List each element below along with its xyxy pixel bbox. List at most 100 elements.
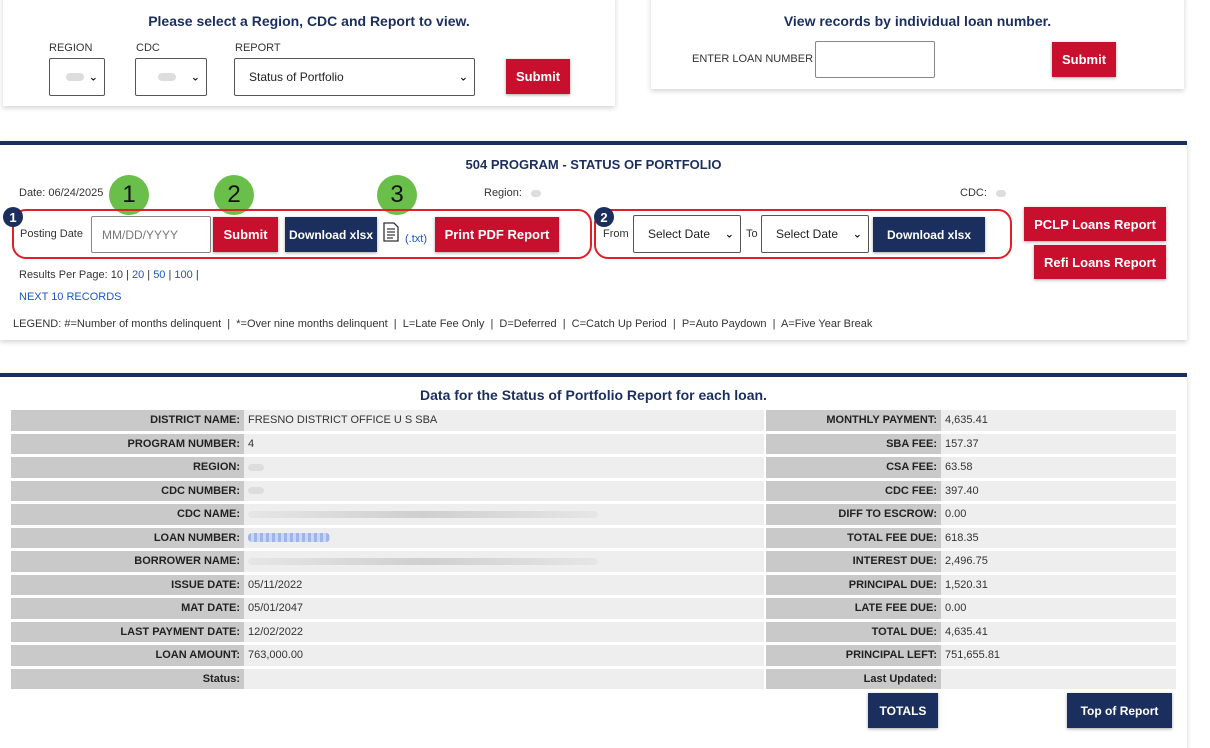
table-row: CDC FEE: 397.40 bbox=[766, 480, 1176, 501]
posting-submit-button[interactable]: Submit bbox=[213, 217, 278, 252]
row-value bbox=[244, 504, 764, 525]
table-row: LOAN AMOUNT: 763,000.00 bbox=[11, 645, 764, 666]
download-xlsx-range-button[interactable]: Download xlsx bbox=[873, 217, 985, 252]
results-option-50[interactable]: 50 bbox=[153, 269, 166, 281]
report-panel: 504 PROGRAM - STATUS OF PORTFOLIO Date: … bbox=[0, 141, 1187, 340]
results-per-page: Results Per Page: 10 | 20 | 50 | 100 | bbox=[19, 269, 199, 281]
download-xlsx-button[interactable]: Download xlsx bbox=[285, 217, 377, 252]
row-value: 763,000.00 bbox=[244, 645, 764, 666]
row-label: LOAN NUMBER: bbox=[11, 527, 244, 548]
report-label: REPORT bbox=[235, 42, 281, 54]
row-label: INTEREST DUE: bbox=[766, 551, 941, 572]
refi-loans-report-button[interactable]: Refi Loans Report bbox=[1034, 245, 1166, 279]
row-label: Status: bbox=[11, 668, 244, 689]
cdc-label: CDC bbox=[136, 42, 160, 54]
table-row: LOAN NUMBER: bbox=[11, 527, 764, 548]
right-data-table: MONTHLY PAYMENT: 4,635.41 SBA FEE: 157.37 CS… bbox=[766, 407, 1176, 692]
row-value bbox=[244, 668, 764, 689]
table-row: LAST PAYMENT DATE: 12/02/2022 bbox=[11, 621, 764, 642]
table-row: DISTRICT NAME: FRESNO DISTRICT OFFICE U S… bbox=[11, 410, 764, 431]
report-select[interactable]: Status of Portfolio ⌄ bbox=[234, 58, 475, 96]
to-date-select[interactable]: Select Date ⌄ bbox=[761, 215, 869, 253]
left-data-table: DISTRICT NAME: FRESNO DISTRICT OFFICE U S… bbox=[11, 407, 764, 692]
loan-panel-title: View records by individual loan number. bbox=[783, 13, 1052, 29]
table-row: DIFF TO ESCROW: 0.00 bbox=[766, 504, 1176, 525]
row-value: 397.40 bbox=[941, 480, 1176, 501]
cdc-value-redacted bbox=[158, 73, 176, 81]
row-value: 157.37 bbox=[941, 433, 1176, 454]
report-date: Date: 06/24/2025 bbox=[19, 187, 104, 199]
report-region-label: Region: bbox=[484, 187, 541, 199]
from-date-select[interactable]: Select Date ⌄ bbox=[633, 215, 741, 253]
row-label: TOTAL FEE DUE: bbox=[766, 527, 941, 548]
totals-button[interactable]: TOTALS bbox=[868, 693, 938, 728]
loan-number-input[interactable] bbox=[815, 41, 935, 78]
table-row: Status: bbox=[11, 668, 764, 689]
row-label: DIFF TO ESCROW: bbox=[766, 504, 941, 525]
row-value: 05/01/2047 bbox=[244, 598, 764, 619]
print-pdf-button[interactable]: Print PDF Report bbox=[435, 217, 559, 252]
table-row: PROGRAM NUMBER: 4 bbox=[11, 433, 764, 454]
next-records-link[interactable]: NEXT 10 RECORDS bbox=[19, 291, 122, 303]
data-panel-title: Data for the Status of Portfolio Report … bbox=[420, 387, 767, 403]
callout-marker-2: 2 bbox=[214, 175, 254, 215]
row-label: CDC FEE: bbox=[766, 480, 941, 501]
row-value: 12/02/2022 bbox=[244, 621, 764, 642]
row-label: TOTAL DUE: bbox=[766, 621, 941, 642]
region-label: REGION bbox=[49, 42, 93, 54]
cdc-select[interactable]: ⌄ bbox=[135, 58, 207, 96]
posting-date-input[interactable]: MM/DD/YYYY bbox=[91, 216, 211, 253]
chevron-down-icon: ⌄ bbox=[458, 71, 468, 84]
row-value bbox=[244, 457, 764, 478]
row-label: PROGRAM NUMBER: bbox=[11, 433, 244, 454]
region-select[interactable]: ⌄ bbox=[49, 58, 105, 96]
row-value: 4,635.41 bbox=[941, 410, 1176, 431]
legend-text: LEGEND: #=Number of months delinquent | … bbox=[13, 318, 873, 330]
row-label: ISSUE DATE: bbox=[11, 574, 244, 595]
row-value: 0.00 bbox=[941, 504, 1176, 525]
row-value: 4,635.41 bbox=[941, 621, 1176, 642]
row-label: CDC NAME: bbox=[11, 504, 244, 525]
chevron-down-icon: ⌄ bbox=[852, 228, 862, 241]
table-row: TOTAL DUE: 4,635.41 bbox=[766, 621, 1176, 642]
txt-download-link[interactable]: (.txt) bbox=[405, 233, 427, 245]
row-value: 63.58 bbox=[941, 457, 1176, 478]
pclp-loans-report-button[interactable]: PCLP Loans Report bbox=[1024, 207, 1166, 241]
posting-date-label: Posting Date bbox=[20, 228, 83, 240]
redacted-value bbox=[248, 487, 264, 495]
row-label: PRINCIPAL DUE: bbox=[766, 574, 941, 595]
table-row: REGION: bbox=[11, 457, 764, 478]
top-of-report-button[interactable]: Top of Report bbox=[1067, 693, 1172, 728]
row-label: LATE FEE DUE: bbox=[766, 598, 941, 619]
select-report-panel: Please select a Region, CDC and Report t… bbox=[3, 0, 615, 106]
row-value: 2,496.75 bbox=[941, 551, 1176, 572]
row-value: FRESNO DISTRICT OFFICE U S SBA bbox=[244, 410, 764, 431]
region-value-redacted bbox=[66, 73, 84, 81]
enter-loan-label: ENTER LOAN NUMBER bbox=[692, 53, 814, 65]
results-option-100[interactable]: 100 bbox=[174, 269, 193, 281]
table-row: Last Updated: bbox=[766, 668, 1176, 689]
loan-data-panel: Data for the Status of Portfolio Report … bbox=[0, 373, 1187, 748]
row-label: REGION: bbox=[11, 457, 244, 478]
document-icon[interactable] bbox=[383, 222, 399, 245]
row-value bbox=[244, 527, 764, 548]
to-label: To bbox=[746, 228, 758, 240]
table-row: CDC NAME: bbox=[11, 504, 764, 525]
row-label: DISTRICT NAME: bbox=[11, 410, 244, 431]
loan-lookup-panel: View records by individual loan number. … bbox=[651, 0, 1184, 89]
row-value: 4 bbox=[244, 433, 764, 454]
date-range-group bbox=[594, 209, 1012, 259]
row-value: 05/11/2022 bbox=[244, 574, 764, 595]
results-option-20[interactable]: 20 bbox=[131, 269, 145, 281]
row-value: 751,655.81 bbox=[941, 645, 1176, 666]
row-label: CDC NUMBER: bbox=[11, 480, 244, 501]
table-row: PRINCIPAL LEFT: 751,655.81 bbox=[766, 645, 1176, 666]
select-panel-title: Please select a Region, CDC and Report t… bbox=[148, 13, 470, 29]
loan-submit-button[interactable]: Submit bbox=[1052, 42, 1116, 77]
select-submit-button[interactable]: Submit bbox=[506, 59, 570, 94]
row-label: LOAN AMOUNT: bbox=[11, 645, 244, 666]
row-value: 1,520.31 bbox=[941, 574, 1176, 595]
redacted-value bbox=[248, 533, 330, 543]
row-label: Last Updated: bbox=[766, 668, 941, 689]
report-panel-title: 504 PROGRAM - STATUS OF PORTFOLIO bbox=[465, 157, 722, 172]
